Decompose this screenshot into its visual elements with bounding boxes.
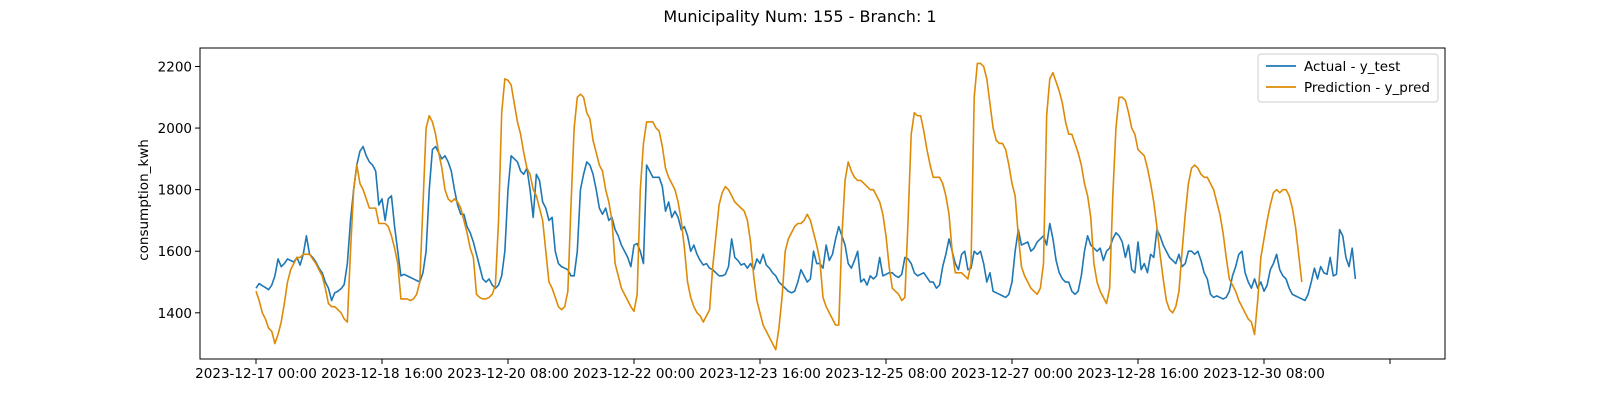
y-axis: 1400 1600 1800 2000 2200	[158, 59, 200, 322]
series-line-prediction	[255, 62, 1303, 351]
y-axis-label: consumption_kwh	[136, 139, 152, 261]
x-tick-label: 2023-12-18 16:00	[321, 366, 443, 382]
plot-area	[199, 47, 1446, 360]
x-tick-label: 2023-12-20 08:00	[447, 366, 569, 382]
y-tick-label: 1600	[158, 244, 192, 260]
series-lines	[255, 62, 1357, 351]
x-tick-label: 2023-12-17 00:00	[195, 366, 317, 382]
legend-box	[1257, 53, 1439, 103]
y-tick-label: 2000	[158, 121, 192, 137]
y-tick-label: 1400	[158, 306, 192, 322]
x-tick-label: 2023-12-23 16:00	[699, 366, 821, 382]
y-tick-label: 1800	[158, 183, 192, 199]
chart-title: Municipality Num: 155 - Branch: 1	[663, 7, 936, 26]
x-tick-label: 2023-12-28 16:00	[1077, 366, 1199, 382]
x-tick-label: 2023-12-27 00:00	[951, 366, 1073, 382]
legend-label: Actual - y_test	[1304, 59, 1400, 75]
legend-label: Prediction - y_pred	[1304, 80, 1430, 96]
x-tick-label: 2023-12-30 08:00	[1203, 366, 1325, 382]
x-axis: 2023-12-17 00:00 2023-12-18 16:00 2023-12-…	[195, 359, 1391, 382]
x-tick-label: 2023-12-22 00:00	[573, 366, 695, 382]
x-tick-label: 2023-12-25 08:00	[825, 366, 947, 382]
legend: Actual - y_test Prediction - y_pred	[1257, 53, 1439, 103]
y-tick-label: 2200	[158, 59, 192, 75]
